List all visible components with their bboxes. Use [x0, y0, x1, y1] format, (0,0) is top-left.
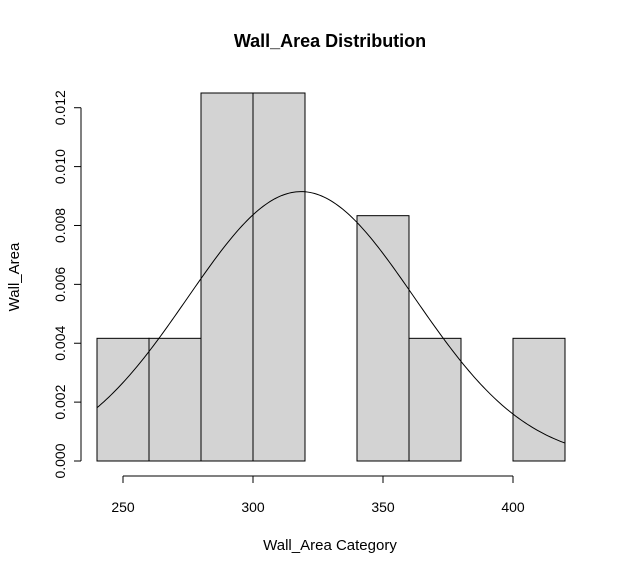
histogram-bar	[148, 337, 202, 462]
y-axis: 0.000 0.002 0.004 0.006 0.008 0.010 0.012	[52, 90, 82, 479]
normal-density-curve	[96, 191, 566, 444]
y-tick-label: 0.000	[52, 443, 68, 478]
y-tick-label: 0.002	[52, 384, 68, 419]
x-tick-label: 250	[111, 499, 135, 515]
x-tick-label: 350	[371, 499, 395, 515]
y-axis-label: Wall_Area	[6, 242, 23, 311]
y-tick-label: 0.004	[52, 326, 68, 361]
x-axis-label: Wall_Area Category	[263, 537, 397, 554]
histogram-bar	[200, 92, 254, 462]
y-tick-label: 0.008	[52, 208, 68, 243]
histogram-bar	[512, 337, 566, 462]
y-tick-label: 0.012	[52, 90, 68, 125]
histogram-bar	[252, 92, 306, 462]
histogram-bar	[408, 337, 462, 462]
bars-group	[96, 92, 566, 462]
x-tick-label: 400	[501, 499, 525, 515]
x-axis: 250 300 350 400	[111, 475, 525, 515]
histogram-bar	[96, 337, 150, 462]
histogram-bar	[356, 215, 410, 462]
x-tick-label: 300	[241, 499, 265, 515]
y-tick-label: 0.010	[52, 149, 68, 184]
y-tick-label: 0.006	[52, 267, 68, 302]
chart-title: Wall_Area Distribution	[234, 31, 426, 51]
